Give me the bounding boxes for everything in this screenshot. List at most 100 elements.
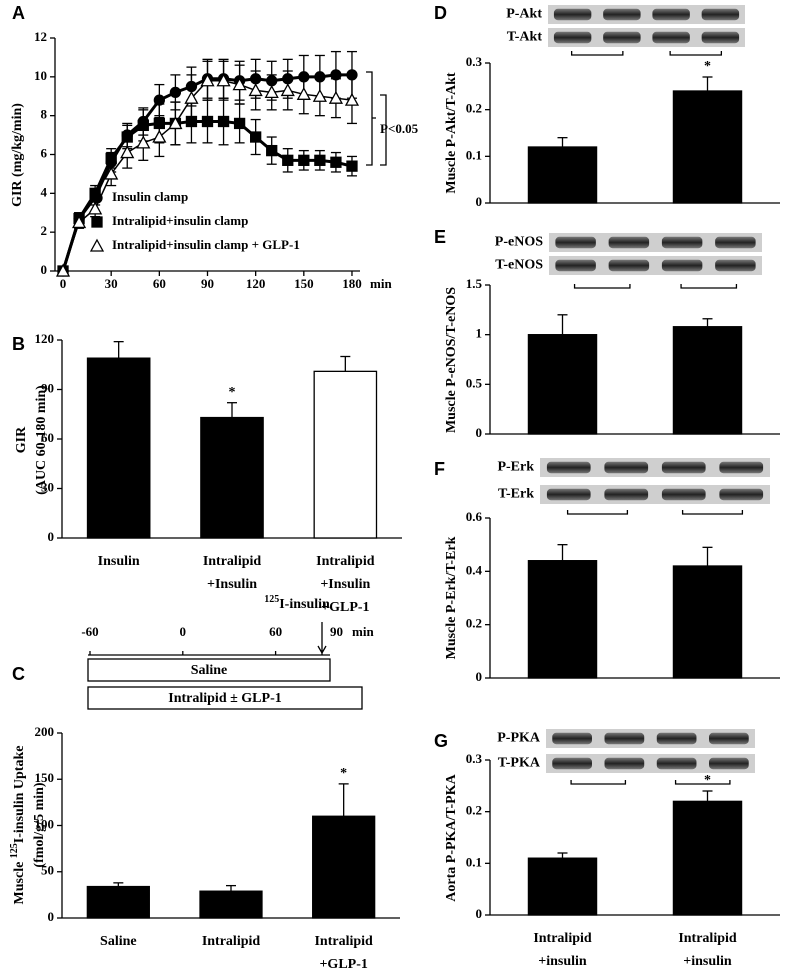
blot-band — [661, 488, 706, 501]
significance: * — [340, 766, 347, 781]
y-tick-label: 2 — [41, 223, 48, 238]
x-tick-label: Intralipid — [203, 554, 262, 569]
panel-label: F — [434, 459, 445, 479]
bar — [86, 885, 150, 919]
timeline-box — [87, 658, 331, 682]
y-tick-label: 0.2 — [466, 803, 482, 818]
blot-label: T-eNOS — [495, 258, 543, 273]
blot — [546, 729, 755, 748]
data-point — [296, 86, 311, 100]
blot-label: P-Erk — [497, 460, 534, 475]
annotation: P<0.05 — [380, 121, 419, 136]
x-unit: min — [370, 276, 392, 291]
label-part: I-insulin Uptake — [12, 746, 27, 844]
lane-bracket — [681, 510, 744, 515]
blot-band — [719, 461, 764, 474]
bar — [312, 815, 376, 919]
data-point — [280, 83, 295, 97]
blot-band — [656, 732, 697, 745]
y-tick-label: 0.3 — [466, 54, 483, 69]
x-tick-label: Intralipid — [314, 934, 373, 949]
bar — [199, 890, 263, 919]
data-point — [312, 88, 327, 102]
data-point — [169, 86, 182, 99]
y-axis-label: (fmol/g/5 min) — [32, 782, 47, 867]
y-tick-label: 150 — [35, 770, 55, 785]
injection-arrow — [317, 622, 327, 655]
significance: * — [704, 773, 711, 788]
y-tick-label: 0.4 — [466, 562, 483, 577]
y-tick-label: 8 — [41, 107, 48, 122]
data-point — [168, 116, 183, 130]
timeline-tick-label: -60 — [81, 624, 98, 639]
data-point — [104, 166, 119, 180]
x-tick-label: Saline — [100, 934, 137, 949]
data-point — [298, 154, 310, 166]
superscript: 125 — [264, 594, 279, 605]
blot-band — [656, 757, 697, 770]
y-tick-label: 1 — [476, 326, 483, 341]
panel-label: B — [12, 334, 25, 354]
data-point — [217, 115, 230, 128]
blot — [546, 754, 755, 773]
blot-band — [715, 259, 756, 272]
lane-bracket — [570, 780, 627, 785]
x-tick-label: 120 — [246, 276, 266, 291]
bar — [527, 560, 598, 679]
significance: * — [704, 59, 711, 74]
data-point — [201, 115, 214, 128]
lane-bracket — [680, 284, 738, 289]
timeline-tick-label: 0 — [180, 624, 187, 639]
data-point — [233, 117, 246, 130]
y-tick-label: 90 — [41, 380, 54, 395]
blot — [540, 458, 770, 477]
y-axis-label: Muscle P-Akt/T-Akt — [444, 72, 459, 194]
y-tick-label: 6 — [41, 145, 48, 160]
lane-bracket — [573, 284, 631, 289]
superscript: 125 — [9, 843, 20, 858]
blot-band — [552, 757, 592, 770]
blot-band — [661, 461, 706, 474]
data-point — [330, 156, 342, 168]
legend-marker — [91, 216, 103, 228]
blot-band — [546, 488, 591, 501]
blot — [548, 28, 745, 47]
y-tick-label: 0.1 — [466, 854, 482, 869]
y-tick-label: 0 — [476, 194, 483, 209]
blot-band — [603, 31, 641, 44]
y-tick-label: 60 — [41, 430, 54, 445]
x-tick-label: +insulin — [683, 954, 732, 969]
y-axis-label: GIR (mg/kg/min) — [10, 103, 25, 207]
y-tick-label: 100 — [35, 816, 55, 831]
timeline-tick-label: 60 — [269, 624, 282, 639]
data-point — [232, 77, 247, 91]
label-part: I-insulin — [279, 597, 330, 612]
blot-band — [604, 461, 649, 474]
blot — [548, 5, 745, 24]
x-tick-label: 180 — [342, 276, 362, 291]
blot-band — [715, 236, 756, 249]
timeline-tick-label: 90 — [330, 624, 343, 639]
data-point — [264, 85, 279, 99]
panel-label: C — [12, 664, 25, 684]
data-point — [89, 187, 101, 199]
y-axis-label: Muscle 125I-insulin Uptake — [9, 746, 27, 905]
timeline-box — [87, 686, 363, 710]
blot-band — [719, 488, 764, 501]
data-point — [71, 215, 87, 229]
y-axis-label: (AUC 60-180 min) — [34, 385, 49, 495]
data-point — [248, 83, 263, 97]
data-point — [314, 154, 326, 166]
blot-band — [555, 259, 596, 272]
blot-label: P-Akt — [506, 7, 542, 22]
label-part: Muscle — [12, 858, 27, 904]
y-tick-label: 0 — [476, 425, 483, 440]
y-tick-label: 0.5 — [466, 375, 483, 390]
injection-label: 125I-insulin — [264, 594, 330, 612]
bar — [672, 565, 743, 679]
data-point — [344, 92, 360, 106]
blot-band — [652, 8, 690, 21]
blot-band — [701, 31, 740, 44]
timeline-box-label: Intralipid ± GLP-1 — [168, 691, 281, 706]
